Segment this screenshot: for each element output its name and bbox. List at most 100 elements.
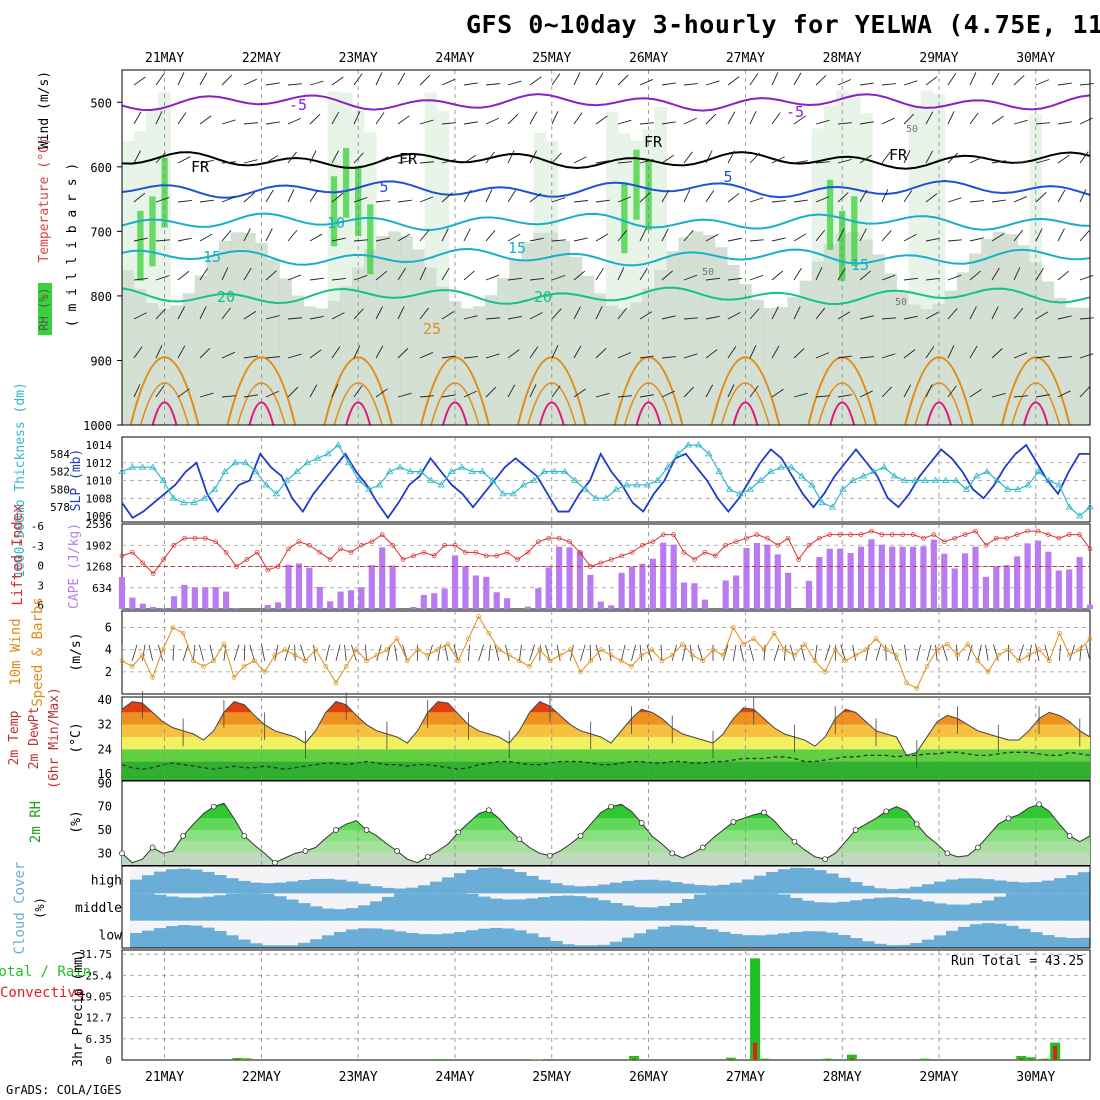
lifted-marker xyxy=(1087,546,1093,552)
cloud-cell xyxy=(190,925,203,948)
wind-barb xyxy=(683,117,697,125)
wind10m-barb xyxy=(773,644,780,661)
thickness-marker xyxy=(767,467,775,475)
thickness-marker xyxy=(664,463,672,470)
lifted-marker xyxy=(556,535,562,541)
wind-barb xyxy=(177,306,185,320)
wind10m-marker xyxy=(598,647,604,653)
isotherm-30-arc xyxy=(538,401,565,426)
wind-barb xyxy=(309,113,321,125)
wind10m-barb xyxy=(1069,644,1075,661)
thickness-marker xyxy=(890,472,899,479)
thickness-marker xyxy=(530,476,538,483)
cloud-cell xyxy=(766,872,779,894)
rh-band-low xyxy=(993,231,1006,425)
cloud-cell xyxy=(550,895,563,921)
cloud-cell xyxy=(898,888,911,894)
wind-barb xyxy=(969,200,984,203)
thickness-marker xyxy=(262,481,270,488)
wind-barb xyxy=(1079,274,1094,281)
temp-color-band xyxy=(122,761,1090,780)
cloud-cell xyxy=(346,908,359,921)
wind-barb xyxy=(1057,228,1065,242)
wind10m-barb xyxy=(891,644,897,661)
cape-bar xyxy=(920,546,927,609)
rh-band-low xyxy=(969,253,982,425)
wind10m-marker xyxy=(1036,647,1042,653)
cloud-cell xyxy=(922,939,935,948)
rh2m-marker xyxy=(761,809,767,816)
cape-bar xyxy=(1055,570,1062,609)
wind10m-marker xyxy=(659,658,665,664)
cloud-cell xyxy=(250,893,263,921)
rh-band-mid xyxy=(920,90,934,309)
cloud-cell xyxy=(430,893,443,921)
wind-barb xyxy=(287,189,295,203)
wind-barb xyxy=(463,315,478,320)
wind10m-marker xyxy=(1046,658,1052,664)
wind-barb xyxy=(1013,307,1024,320)
wind10m-marker xyxy=(843,658,848,664)
cape-bar xyxy=(639,563,646,609)
wind-barb xyxy=(1079,151,1089,164)
cape-bar xyxy=(368,565,375,609)
wind-barb xyxy=(331,384,339,398)
rh-color-band xyxy=(122,806,1090,819)
cloud-cell xyxy=(370,928,383,948)
wind-barb xyxy=(177,156,191,164)
wind-barb xyxy=(595,72,604,86)
lifted-marker xyxy=(869,528,874,534)
thickness-marker xyxy=(962,485,971,492)
wind-barb xyxy=(375,388,388,398)
wind-barb xyxy=(903,80,918,86)
wind-barb xyxy=(1013,352,1028,359)
wind10m-barb xyxy=(916,644,921,661)
precip-total-bar xyxy=(435,1059,446,1060)
wind10m-marker xyxy=(282,647,288,653)
wind10m-barb xyxy=(580,644,586,661)
wind-barb xyxy=(419,267,427,281)
wind-barb xyxy=(265,390,279,398)
lifted-marker xyxy=(754,532,760,537)
cloud-cell xyxy=(586,885,599,894)
thickness-marker xyxy=(324,450,332,457)
cloud-cell xyxy=(946,879,959,894)
rh-band-moist xyxy=(330,176,338,247)
wind-barb xyxy=(837,79,852,86)
wind10m-marker xyxy=(608,652,614,658)
thickness-marker xyxy=(581,485,590,492)
cloud-cell xyxy=(310,879,323,894)
cloud-cell xyxy=(1054,878,1067,894)
rh-band-low xyxy=(714,247,728,425)
wind-barb xyxy=(397,233,411,242)
lifted-marker xyxy=(234,564,239,569)
wind10m-barb xyxy=(198,644,204,661)
wind-barb xyxy=(287,83,302,86)
wind10m-barb xyxy=(840,644,846,661)
rh-band-low xyxy=(739,283,752,425)
thickness-marker xyxy=(1014,485,1022,492)
date-label-bottom: 26MAY xyxy=(629,1070,668,1085)
wind-barb xyxy=(265,228,273,242)
wind10m-marker xyxy=(364,658,369,664)
wind10m-marker xyxy=(955,652,960,658)
wind10m-barb xyxy=(556,644,561,661)
lifted-marker xyxy=(130,549,135,555)
rh-color-band xyxy=(122,841,1090,854)
lifted-marker xyxy=(796,557,801,562)
slp-tick: 1010 xyxy=(86,475,113,488)
wind-barb xyxy=(551,239,566,242)
rh-band-moist xyxy=(342,147,350,218)
cape-bar xyxy=(743,547,750,609)
rh-band-low xyxy=(182,293,196,425)
wind-barb xyxy=(529,346,539,359)
wind10m-marker xyxy=(1016,658,1022,664)
thickness-line xyxy=(121,444,1091,517)
cape-bar xyxy=(680,582,688,609)
isotherm-line xyxy=(121,151,1091,170)
wind10m-marker xyxy=(832,647,838,653)
wind10m-barb xyxy=(985,644,989,661)
rh2m-marker xyxy=(516,836,523,843)
rh-band-low xyxy=(666,251,680,425)
